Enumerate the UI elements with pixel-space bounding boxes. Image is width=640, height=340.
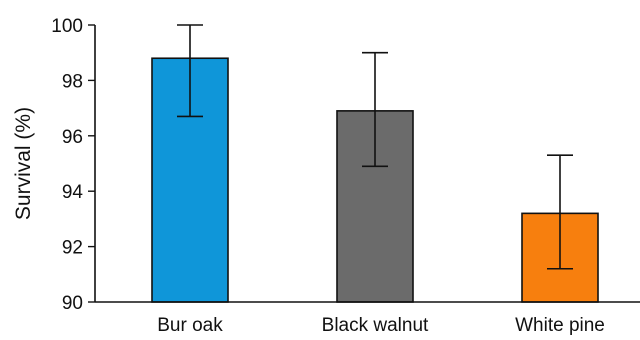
x-tick-label: Bur oak <box>157 315 223 336</box>
y-tick-label: 94 <box>62 182 84 203</box>
y-axis: 90 92 94 96 98 100 <box>51 16 96 314</box>
x-tick-label: White pine <box>515 315 605 336</box>
y-tick-label: 92 <box>62 238 83 259</box>
x-tick-label: Black walnut <box>322 315 429 336</box>
y-tick-label: 90 <box>62 293 83 314</box>
y-axis-title: Survival (%) <box>12 107 35 220</box>
x-axis: Bur oak Black walnut White pine <box>95 301 640 336</box>
y-tick-label: 96 <box>62 127 83 148</box>
y-tick-label: 98 <box>62 71 83 92</box>
error-bars <box>177 24 573 270</box>
y-tick-label: 100 <box>51 16 83 37</box>
